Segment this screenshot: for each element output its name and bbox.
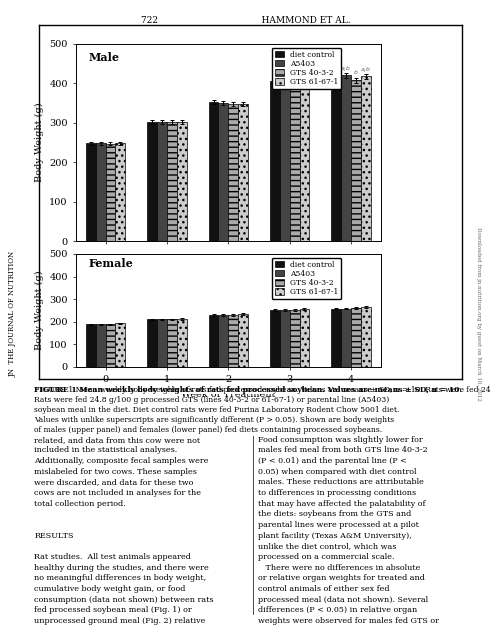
Y-axis label: Body Weight (g): Body Weight (g): [34, 103, 44, 182]
Bar: [361, 76, 371, 241]
Text: cumulative body weight gain, or food: cumulative body weight gain, or food: [34, 585, 186, 593]
Text: plant facility (Texas A&M University),: plant facility (Texas A&M University),: [258, 532, 411, 540]
Bar: [270, 82, 280, 241]
Bar: [177, 319, 187, 367]
Bar: [300, 309, 309, 367]
Text: of males (upper panel) and females (lower panel) fed diets containing processed : of males (upper panel) and females (lowe…: [34, 426, 382, 434]
Text: to differences in processing conditions: to differences in processing conditions: [258, 489, 416, 497]
Text: FIGURE 1 Mean weekly body weights of rats fed processed soybean. Values are mean: FIGURE 1 Mean weekly body weights of rat…: [34, 386, 463, 394]
Text: unlike the diet control, which was: unlike the diet control, which was: [258, 542, 396, 551]
Text: Rat studies.  All test animals appeared: Rat studies. All test animals appeared: [34, 553, 191, 561]
X-axis label: Week of Treatment: Week of Treatment: [181, 390, 275, 399]
Text: consumption (data not shown) between rats: consumption (data not shown) between rat…: [34, 596, 214, 604]
Text: Values with unlike superscripts are significantly different (P > 0.05). Shown ar: Values with unlike superscripts are sign…: [34, 416, 394, 424]
Text: differences (P < 0.05) in relative organ: differences (P < 0.05) in relative organ: [258, 606, 417, 614]
Bar: [238, 314, 248, 367]
Bar: [331, 308, 341, 367]
Text: a,b: a,b: [341, 66, 351, 71]
Bar: [177, 122, 187, 241]
Text: mislabeled for two cows. These samples: mislabeled for two cows. These samples: [34, 468, 197, 476]
Text: soybean meal in the diet. Diet control rats were fed Purina Laboratory Rodent Ch: soybean meal in the diet. Diet control r…: [34, 406, 400, 414]
Bar: [86, 144, 96, 241]
Bar: [209, 315, 218, 367]
Text: the diets: soybeans from the GTS and: the diets: soybeans from the GTS and: [258, 510, 411, 519]
Text: b: b: [354, 70, 358, 75]
Text: no meaningful differences in body weight,: no meaningful differences in body weight…: [34, 574, 207, 582]
Text: There were no differences in absolute: There were no differences in absolute: [258, 564, 420, 572]
Bar: [86, 324, 96, 367]
Bar: [280, 310, 290, 367]
Text: fed processed soybean meal (Fig. 1) or: fed processed soybean meal (Fig. 1) or: [34, 606, 192, 614]
Bar: [167, 319, 177, 367]
Bar: [147, 122, 157, 241]
Text: a: a: [334, 63, 338, 68]
Text: cows are not included in analyses for the: cows are not included in analyses for th…: [34, 489, 201, 497]
Text: processed on a commercial scale.: processed on a commercial scale.: [258, 553, 394, 561]
Bar: [361, 307, 371, 367]
Text: JN  THE JOURNAL OF NUTRITION: JN THE JOURNAL OF NUTRITION: [8, 250, 16, 377]
Text: Additionally, composite fecal samples were: Additionally, composite fecal samples we…: [34, 457, 209, 465]
Bar: [147, 319, 157, 367]
Bar: [280, 86, 290, 241]
Legend: diet control, A5403, GTS 40-3-2, GTS 61-67-1: diet control, A5403, GTS 40-3-2, GTS 61-…: [272, 48, 341, 89]
Text: or relative organ weights for treated and: or relative organ weights for treated an…: [258, 574, 425, 582]
Bar: [290, 310, 300, 367]
Text: 722                                    HAMMOND ET AL.: 722 HAMMOND ET AL.: [141, 16, 350, 24]
Bar: [331, 72, 341, 241]
Text: control animals of either sex fed: control animals of either sex fed: [258, 585, 389, 593]
Text: related, and data from this cow were not: related, and data from this cow were not: [34, 436, 200, 444]
Bar: [341, 308, 351, 367]
Bar: [341, 75, 351, 241]
Bar: [238, 104, 248, 241]
Bar: [157, 122, 167, 241]
Bar: [351, 80, 361, 241]
Bar: [228, 315, 238, 367]
Text: 0.05) when compared with diet control: 0.05) when compared with diet control: [258, 468, 416, 476]
Text: Rats were fed 24.8 g/100 g processed GTS (lines 40-3-2 or 61-67-1) or parental l: Rats were fed 24.8 g/100 g processed GTS…: [34, 396, 390, 404]
Text: (P < 0.01) and the parental line (P <: (P < 0.01) and the parental line (P <: [258, 457, 407, 465]
Text: total collection period.: total collection period.: [34, 500, 126, 508]
Text: Male: Male: [88, 52, 119, 63]
Bar: [106, 324, 115, 367]
Bar: [290, 85, 300, 241]
Bar: [218, 315, 228, 367]
Text: weights were observed for males fed GTS or: weights were observed for males fed GTS …: [258, 617, 439, 625]
Text: were discarded, and data for these two: were discarded, and data for these two: [34, 478, 194, 487]
Bar: [270, 310, 280, 367]
Text: FIGURE 1 Mean weekly body weights of rats fed processed soybean. Values are mean: FIGURE 1 Mean weekly body weights of rat…: [34, 386, 491, 394]
Bar: [300, 83, 309, 241]
Text: Female: Female: [88, 258, 133, 270]
Bar: [167, 122, 177, 241]
Legend: diet control, A5403, GTS 40-3-2, GTS 61-67-1: diet control, A5403, GTS 40-3-2, GTS 61-…: [272, 258, 341, 299]
Bar: [96, 144, 106, 241]
Bar: [228, 104, 238, 241]
Text: males fed meal from both GTS line 40-3-2: males fed meal from both GTS line 40-3-2: [258, 446, 428, 455]
Bar: [351, 308, 361, 367]
Text: unprocessed ground meal (Fig. 2) relative: unprocessed ground meal (Fig. 2) relativ…: [34, 617, 206, 625]
Bar: [96, 324, 106, 367]
Text: processed meal (data not shown). Several: processed meal (data not shown). Several: [258, 596, 428, 604]
Text: that may have affected the palatability of: that may have affected the palatability …: [258, 500, 425, 508]
Bar: [115, 144, 125, 241]
Text: parental lines were processed at a pilot: parental lines were processed at a pilot: [258, 521, 419, 529]
Text: Food consumption was slightly lower for: Food consumption was slightly lower for: [258, 436, 423, 444]
Text: Downloaded from jn.nutrition.org by guest on March 10, 2012: Downloaded from jn.nutrition.org by gues…: [476, 226, 481, 401]
Text: a,b: a,b: [361, 66, 371, 71]
Text: healthy during the studies, and there were: healthy during the studies, and there we…: [34, 564, 209, 572]
Bar: [209, 102, 218, 241]
Bar: [218, 103, 228, 241]
Bar: [106, 144, 115, 241]
Text: included in the statistical analyses.: included in the statistical analyses.: [34, 446, 178, 455]
Y-axis label: Body Weight (g): Body Weight (g): [34, 271, 44, 350]
Bar: [115, 324, 125, 367]
Bar: [157, 319, 167, 367]
Text: males. These reductions are attributable: males. These reductions are attributable: [258, 478, 424, 487]
Text: RESULTS: RESULTS: [34, 532, 74, 540]
